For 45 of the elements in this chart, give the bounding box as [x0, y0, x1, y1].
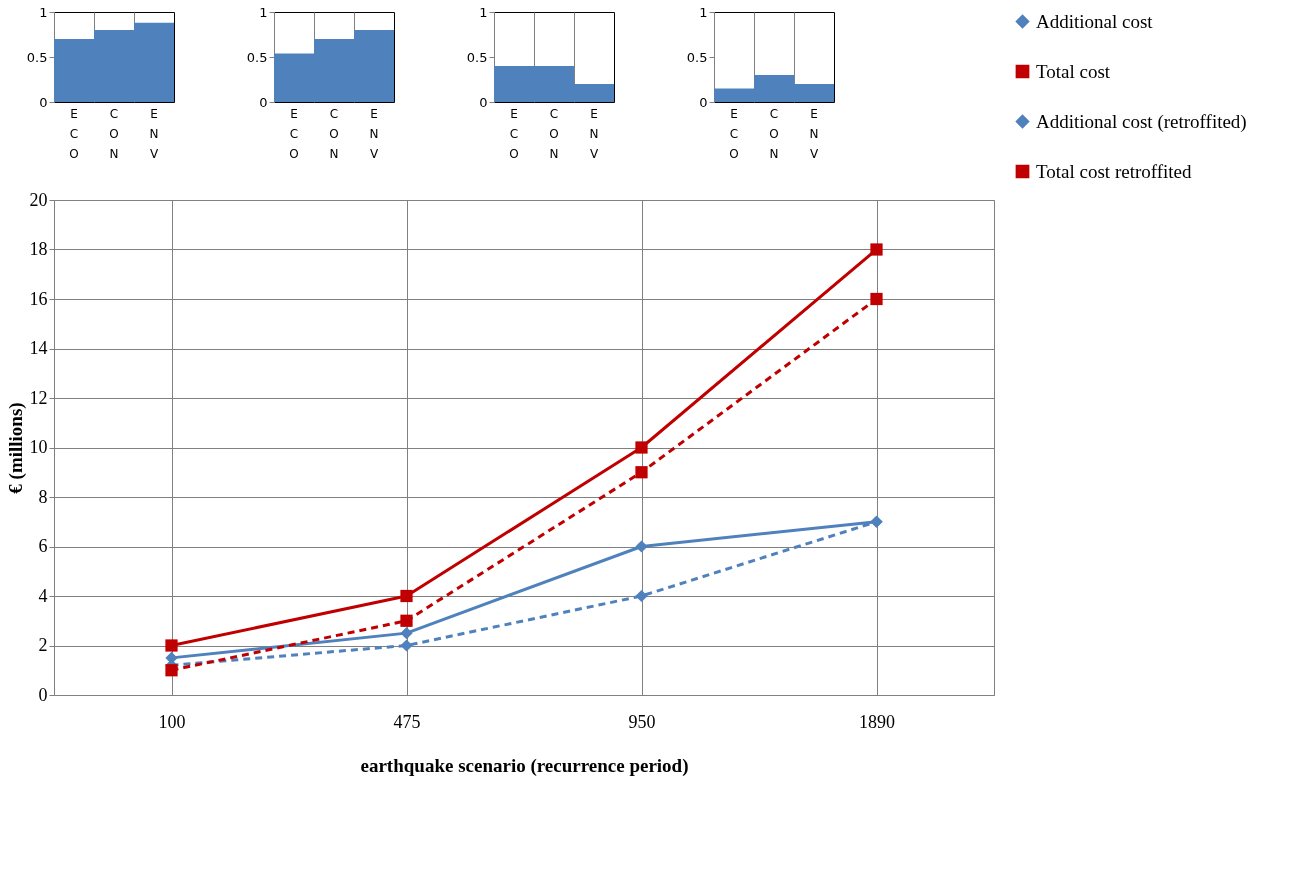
y-tick-label: 14: [29, 338, 48, 358]
x-tick-label: ECO: [289, 106, 299, 161]
y-tick-label: 2: [38, 635, 48, 655]
x-tick-label: ECO: [729, 106, 739, 161]
y-tick-label: 0.5: [26, 49, 48, 65]
legend-label: Total cost: [1036, 60, 1111, 82]
y-tick-label: 18: [29, 239, 48, 259]
x-tick-label: ECO: [509, 106, 519, 161]
y-tick-label: 0.5: [466, 49, 488, 65]
y-tick-label: 0: [259, 94, 268, 110]
y-tick-label: 16: [29, 288, 48, 309]
x-tick-label: CON: [329, 106, 339, 161]
y-tick-label: 8: [38, 486, 48, 507]
y-tick-label: 0: [39, 94, 48, 110]
x-tick-label: CON: [109, 106, 119, 161]
legend-label: Additional cost: [1036, 10, 1154, 32]
y-tick-label: 12: [29, 387, 48, 408]
legend-label: Additional cost (retroffited): [1036, 110, 1247, 133]
y-tick-label: 1: [259, 4, 268, 20]
y-tick-label: 0.5: [686, 49, 708, 65]
y-tick-label: 1: [39, 4, 48, 20]
y-tick-label: 1: [699, 4, 708, 20]
y-axis-title: € (millions): [4, 402, 27, 494]
y-tick-label: 0: [38, 684, 48, 705]
y-tick-label: 6: [38, 536, 48, 556]
x-tick-label: ENV: [369, 106, 379, 161]
y-tick-label: 4: [38, 585, 48, 606]
x-tick-label: ENV: [589, 106, 599, 161]
x-tick-label: CON: [769, 106, 779, 161]
x-tick-label: 100: [158, 711, 186, 732]
x-tick-label: ECO: [69, 106, 79, 161]
y-tick-label: 10: [29, 437, 48, 457]
y-tick-label: 1: [479, 4, 488, 20]
y-tick-label: 0.5: [246, 49, 268, 65]
x-tick-label: 950: [628, 711, 656, 732]
y-tick-label: 20: [29, 189, 48, 210]
x-tick-label: ENV: [149, 106, 159, 161]
x-tick-label: 1890: [859, 711, 895, 732]
x-tick-label: ENV: [809, 106, 819, 161]
x-axis-title: earthquake scenario (recurrence period): [360, 754, 689, 777]
x-tick-label: 475: [393, 711, 421, 732]
y-tick-label: 0: [479, 94, 488, 110]
y-tick-label: 0: [699, 94, 708, 110]
x-tick-label: CON: [549, 106, 559, 161]
legend-label: Total cost retroffited: [1036, 160, 1193, 182]
